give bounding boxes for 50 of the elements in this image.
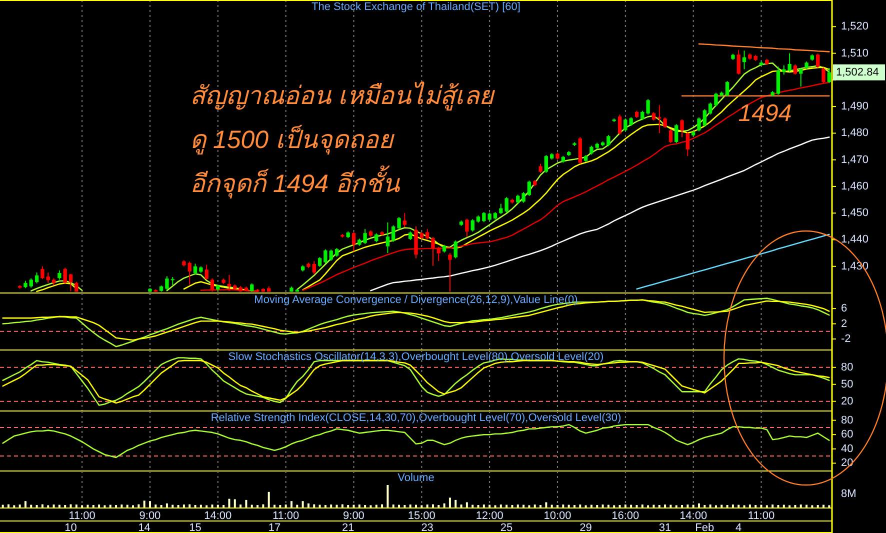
x-tick-label: 14:00 xyxy=(204,510,232,522)
x-tick-label: 10 xyxy=(64,522,77,533)
y-tick-label: -2 xyxy=(841,332,851,345)
y-tick-label: 1,470 xyxy=(841,154,869,166)
x-tick-label: 9:00 xyxy=(343,510,364,522)
x-tick-label: 29 xyxy=(580,522,592,533)
y-tick-label: 1,510 xyxy=(841,47,869,60)
annotation: 1494 xyxy=(738,100,792,127)
y-tick-label: 80 xyxy=(841,414,854,426)
annotation: สัญญาณอ่อน เหมือนไม่สู้เลย xyxy=(190,81,496,111)
y-tick-label: 60 xyxy=(841,428,854,441)
x-tick-label: 15 xyxy=(189,522,202,533)
y-tick-label: 50 xyxy=(841,378,854,390)
annotation: อีกจุดก็ 1494 อีกชั้น xyxy=(190,165,401,199)
x-tick-label: 14 xyxy=(138,522,150,533)
x-tick-label: 23 xyxy=(421,522,434,533)
chart-title: Relative Strength Index(CLOSE,14,30,70),Overbought Level(70),Oversold Level(30) xyxy=(210,412,622,424)
x-tick-label: 11:00 xyxy=(272,510,300,522)
y-tick-label: 1,520 xyxy=(841,20,869,33)
y-tick-label: 20 xyxy=(841,395,854,408)
y-tick-label: 1,480 xyxy=(841,127,869,140)
y-tick-label: 40 xyxy=(841,442,854,455)
x-tick-label: 21 xyxy=(342,522,354,533)
chart-title: Slow Stochastics Oscillator(14,3,3),Overbought Level(80),Oversold Level(20) xyxy=(228,351,604,363)
y-tick-label: 1,450 xyxy=(841,207,869,220)
chart-title: Volume xyxy=(398,472,434,484)
chart-title: The Stock Exchange of Thailand(SET) [60] xyxy=(312,1,520,13)
text: 1,502.84 xyxy=(836,66,879,78)
y-tick-label: 2 xyxy=(841,318,848,330)
y-tick-label: 1,440 xyxy=(841,234,869,246)
annotation: ดู 1500 เป็นจุดถอย xyxy=(190,124,396,155)
x-tick-label: 11:00 xyxy=(748,510,775,522)
x-tick-label: 11:00 xyxy=(68,510,96,522)
x-tick-label: 12:00 xyxy=(476,510,504,522)
x-tick-label: 14:00 xyxy=(680,510,708,522)
x-tick-label: 15:00 xyxy=(408,510,436,522)
x-tick-label: 17 xyxy=(268,522,281,533)
chart-title: Moving Average Convergence / Divergence(26,12,9),Value Line(0) xyxy=(254,294,578,306)
x-tick-label: 10:00 xyxy=(544,510,572,522)
y-tick-label: 1,490 xyxy=(841,100,869,113)
x-tick-label: 31 xyxy=(658,522,672,533)
x-tick-label: 16:00 xyxy=(612,510,640,522)
x-tick-label: 25 xyxy=(500,522,513,533)
x-tick-label: Feb xyxy=(695,522,714,533)
y-tick-label: 80 xyxy=(841,361,854,374)
x-tick-label: 9:00 xyxy=(139,510,161,522)
text: 8M xyxy=(841,488,856,500)
y-tick-label: 1,460 xyxy=(841,180,869,192)
y-tick-label: 6 xyxy=(841,302,848,315)
x-tick-label: 4 xyxy=(736,522,742,533)
